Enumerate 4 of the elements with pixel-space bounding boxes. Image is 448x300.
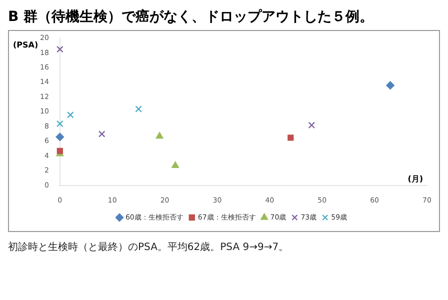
- y-axis-title: (PSA): [13, 40, 38, 50]
- text: 初診時と生検時（と最終）のPSA。平均62歳。PSA 9→9→7。: [8, 240, 290, 254]
- chart-title: B 群（待機生検）で癌がなく、ドロップアウトした５例。: [8, 8, 375, 26]
- x-axis-title: (月): [408, 174, 423, 184]
